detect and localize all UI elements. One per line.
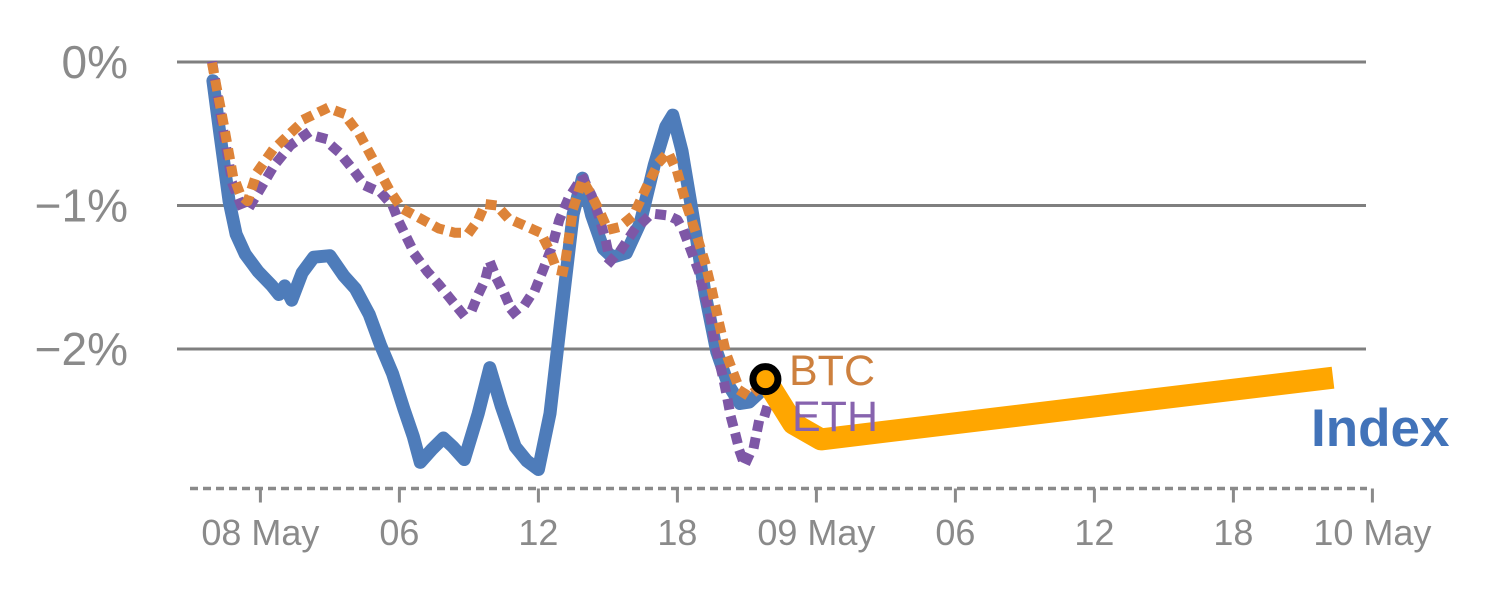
x-tick-label: 12 — [518, 512, 558, 553]
series-label-eth: ETH — [792, 393, 878, 441]
series-label-btc: BTC — [789, 347, 875, 395]
x-tick-label: 08 May — [201, 512, 319, 553]
x-tick-label: 12 — [1074, 512, 1114, 553]
series-label-index: Index — [1311, 399, 1450, 458]
x-tick-label: 09 May — [757, 512, 875, 553]
y-tick-label: −1% — [35, 180, 128, 232]
x-tick-label: 18 — [1213, 512, 1253, 553]
y-tick-label: 0% — [62, 36, 128, 88]
series-line-index-projection — [756, 366, 1335, 451]
x-tick-label: 10 May — [1313, 512, 1431, 553]
series-line-index — [206, 74, 765, 476]
series-line-eth — [207, 60, 775, 471]
x-tick-label: 06 — [935, 512, 975, 553]
series-line-btc — [207, 61, 773, 402]
y-tick-label: −2% — [35, 323, 128, 375]
x-tick-label: 06 — [379, 512, 419, 553]
x-tick-label: 18 — [657, 512, 697, 553]
btc-endpoint-marker — [749, 363, 782, 396]
